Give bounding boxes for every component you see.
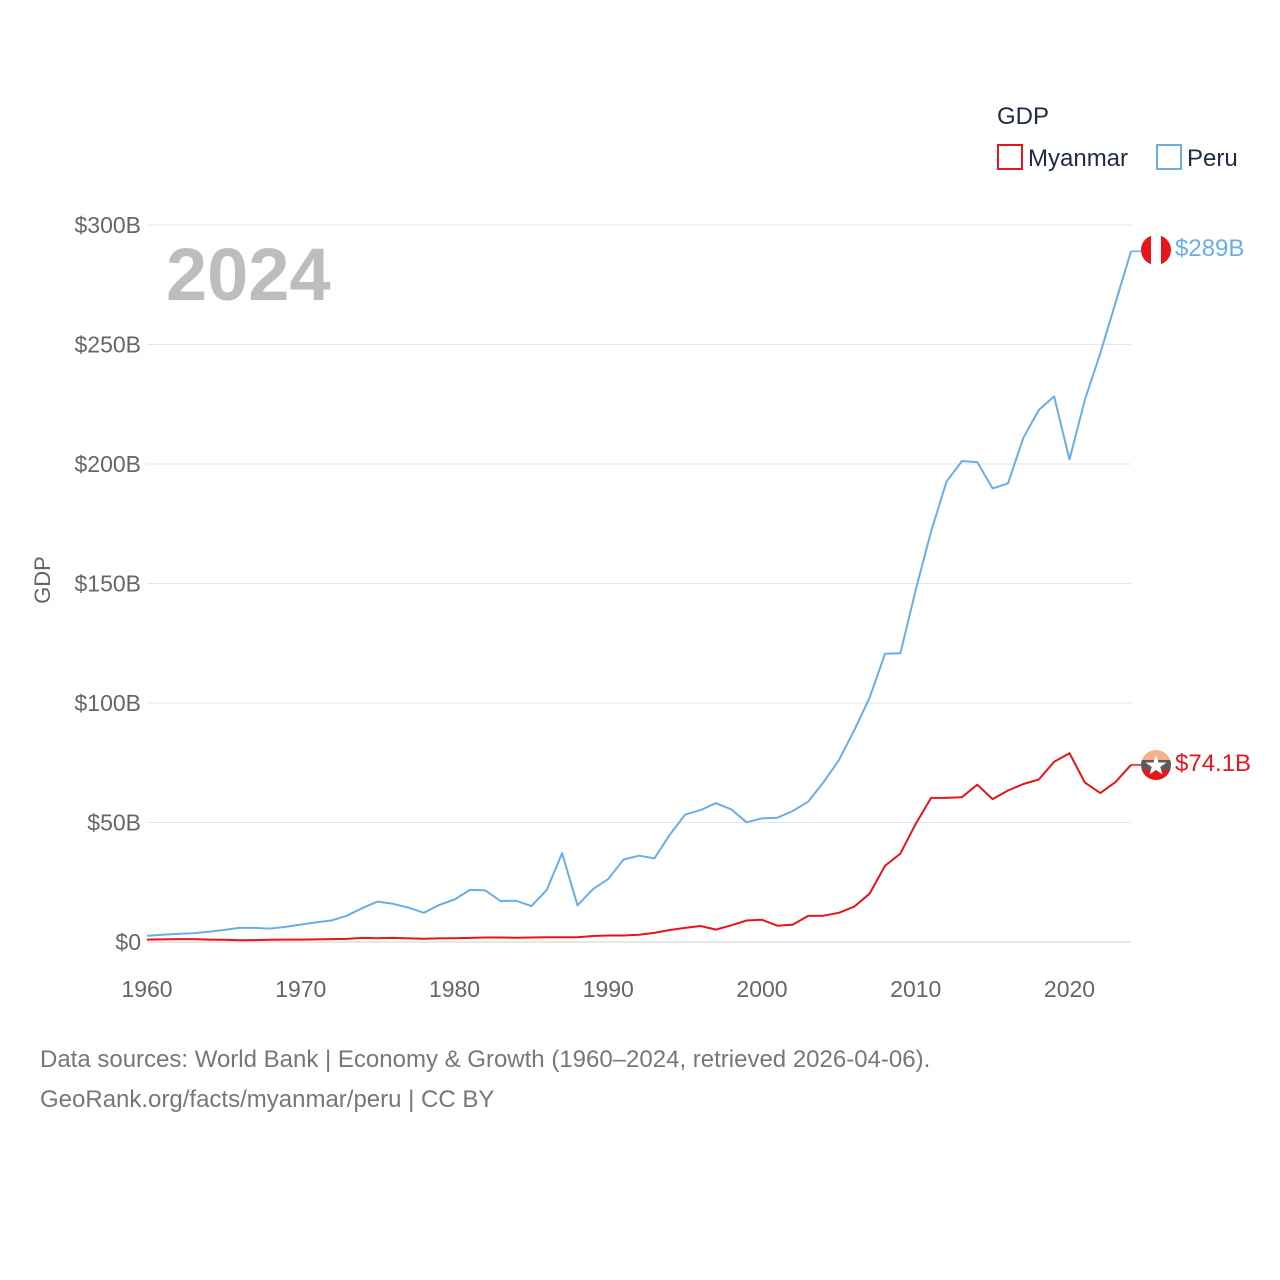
legend-swatch-myanmar[interactable] (997, 144, 1023, 170)
y-tick-label: $150B (74, 571, 141, 597)
x-tick-label: 1960 (121, 976, 172, 1002)
legend: GDP Myanmar Peru (997, 103, 1238, 172)
myanmar-end-label: $74.1B (1175, 750, 1251, 777)
gridlines (147, 224, 1131, 943)
y-tick-label: $0 (115, 929, 141, 955)
peru-end-label: $289B (1175, 235, 1244, 262)
y-axis-ticks: $0 $50B $100B $150B $200B $250B $300B (74, 212, 141, 955)
gdp-line-chart: $0 $50B $100B $150B $200B $250B $300B 1960 1970… (30, 103, 1251, 1002)
y-tick-label: $250B (74, 332, 141, 358)
year-label: 2024 (166, 233, 331, 316)
legend-label-peru[interactable]: Peru (1187, 145, 1238, 172)
legend-swatch-peru[interactable] (1156, 144, 1182, 170)
y-tick-label: $50B (87, 810, 141, 836)
x-tick-label: 2010 (890, 976, 941, 1002)
x-tick-label: 2000 (736, 976, 787, 1002)
x-tick-label: 1990 (583, 976, 634, 1002)
y-axis-title: GDP (30, 556, 55, 604)
legend-title: GDP (997, 103, 1049, 130)
y-tick-label: $200B (74, 451, 141, 477)
footer-attribution: GeoRank.org/facts/myanmar/peru | CC BY (40, 1086, 495, 1113)
peru-flag-icon (1141, 235, 1171, 265)
x-tick-label: 1970 (275, 976, 326, 1002)
legend-label-myanmar[interactable]: Myanmar (1028, 145, 1128, 172)
x-tick-label: 2020 (1044, 976, 1095, 1002)
x-axis-ticks: 1960 1970 1980 1990 2000 2010 2020 (121, 976, 1095, 1002)
y-tick-label: $300B (74, 212, 141, 238)
series-lines (146, 250, 1141, 942)
myanmar-flag-icon (1141, 750, 1171, 780)
myanmar-series-line (146, 752, 1132, 942)
peru-series-line (146, 251, 1132, 937)
footer-sources: Data sources: World Bank | Economy & Gro… (40, 1046, 931, 1073)
y-tick-label: $100B (74, 690, 141, 716)
x-tick-label: 1980 (429, 976, 480, 1002)
